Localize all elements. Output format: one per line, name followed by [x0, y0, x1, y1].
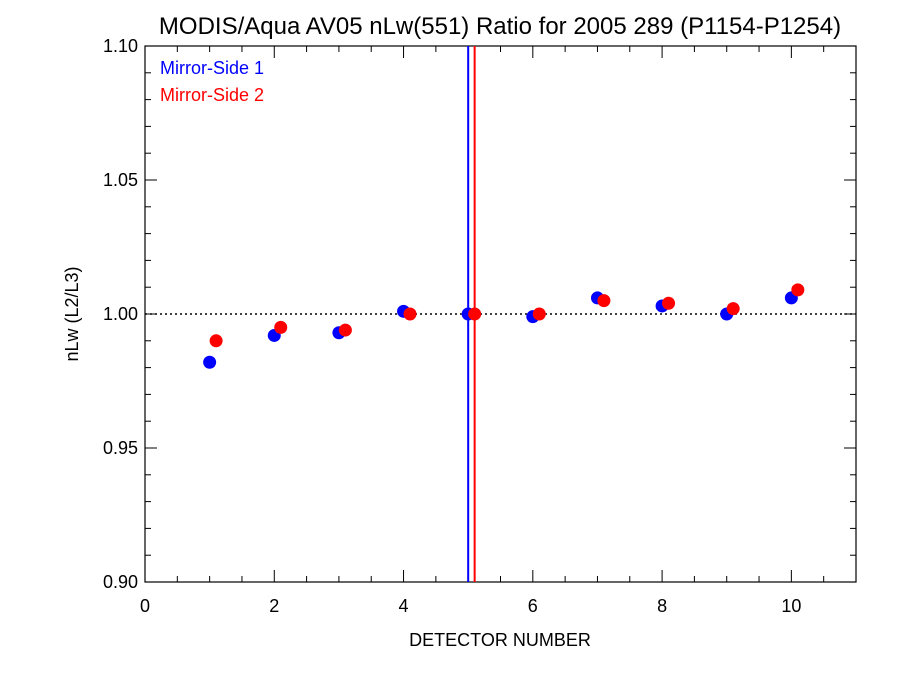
- mirror-side-2-point: [726, 302, 740, 316]
- mirror-side-2-point: [209, 334, 223, 348]
- mirror-side-2-point: [662, 296, 676, 310]
- y-tick-label: 0.90: [103, 572, 138, 592]
- axis-ticks: [144, 45, 857, 583]
- y-tick-label: 1.05: [103, 170, 138, 190]
- x-tick-label: 6: [528, 596, 538, 616]
- x-tick-label: 2: [269, 596, 279, 616]
- x-tick-label: 0: [140, 596, 150, 616]
- mirror-side-2-point: [403, 307, 417, 321]
- mirror-side-2-point: [791, 283, 805, 297]
- x-tick-label: 4: [399, 596, 409, 616]
- legend-mirror-side-1: Mirror-Side 1: [160, 58, 264, 78]
- x-axis-label: DETECTOR NUMBER: [409, 630, 591, 650]
- chart-title: MODIS/Aqua AV05 nLw(551) Ratio for 2005 …: [159, 13, 841, 40]
- x-tick-label: 8: [657, 596, 667, 616]
- y-axis-label: nLw (L2/L3): [62, 266, 82, 361]
- y-tick-label: 1.10: [103, 36, 138, 56]
- x-tick-label: 10: [781, 596, 801, 616]
- axis-tick-labels: 0 2 4 6 8 10 0.90 0.95 1.00 1.05 1.10: [103, 36, 801, 616]
- mirror-side-1-point: [203, 355, 217, 369]
- mirror-side-2-point: [532, 307, 546, 321]
- y-tick-label: 0.95: [103, 438, 138, 458]
- mirror-side-2-point: [338, 323, 352, 337]
- legend-mirror-side-2: Mirror-Side 2: [160, 85, 264, 105]
- mirror-side-2-point: [468, 307, 482, 321]
- mirror-side-2-point: [597, 294, 611, 308]
- mirror-side-2-point: [274, 320, 288, 334]
- y-tick-label: 1.00: [103, 304, 138, 324]
- data-points: [203, 283, 805, 369]
